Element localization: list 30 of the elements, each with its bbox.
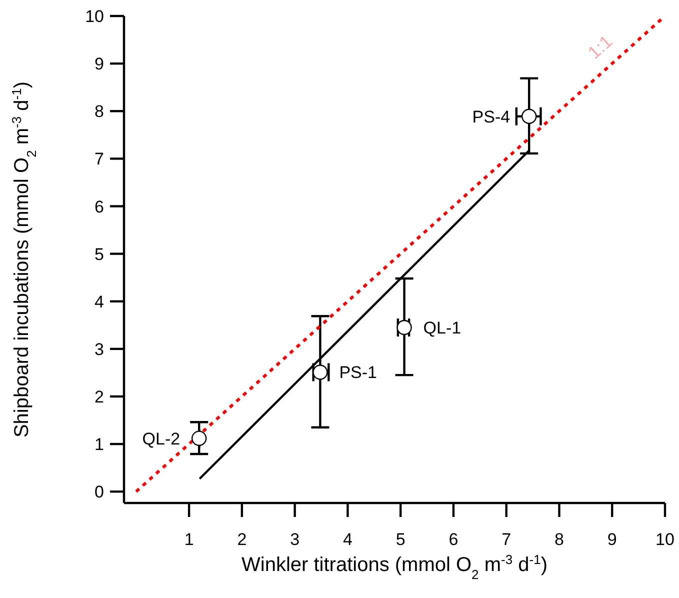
y-tick-label: 2 <box>94 388 104 407</box>
x-tick-label: 4 <box>342 530 352 550</box>
x-tick-label: 3 <box>290 530 300 550</box>
annotation: QL-1 <box>423 318 462 338</box>
x-tick-label: 6 <box>448 530 458 550</box>
y-tick-label: 6 <box>94 197 104 216</box>
y-tick-label: 1 <box>94 435 104 454</box>
y-tick-label: 3 <box>94 340 104 359</box>
x-tick-label: 8 <box>554 530 564 550</box>
y-tick-label: 0 <box>94 482 104 502</box>
y-tick-label: 9 <box>94 54 104 74</box>
x-tick-label: 10 <box>656 530 674 550</box>
x-tick-label: 9 <box>607 530 617 550</box>
point <box>521 108 537 124</box>
y-tick-label: 7 <box>94 150 104 169</box>
y-tick-label: 4 <box>94 292 104 312</box>
x-tick-label: 1 <box>184 530 194 550</box>
x-tick-label: 7 <box>502 530 512 550</box>
y-tick-label: 5 <box>94 244 104 264</box>
text: 1:1 <box>584 31 616 63</box>
x-tick-label: 2 <box>237 530 247 550</box>
annotation: QL-2 <box>142 429 180 448</box>
annotation: PS-1 <box>339 363 377 382</box>
annotation: PS-4 <box>472 107 510 126</box>
y-tick-label: 10 <box>85 7 104 26</box>
x-tick-label: 5 <box>396 530 406 550</box>
point <box>191 430 207 446</box>
point <box>396 320 412 336</box>
x-axis-title: Winkler titrations (mmol O$_{2}$ m$^{-3}$ d$^{-1}$) <box>242 552 548 582</box>
y-tick-label: 8 <box>94 102 104 122</box>
